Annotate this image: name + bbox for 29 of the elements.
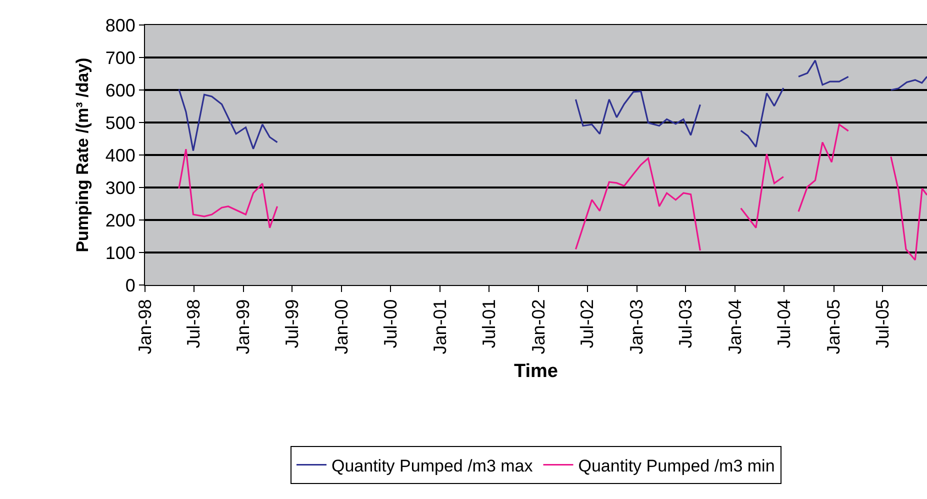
y-tick-label: 600 — [105, 80, 136, 100]
x-axis-title: Time — [514, 361, 558, 382]
y-tick-label: 100 — [105, 242, 136, 263]
x-tick-label: Jul-02 — [577, 299, 598, 348]
y-tick-label: 500 — [105, 112, 136, 133]
x-tick-label: Jul-99 — [282, 299, 302, 348]
x-tick-label: Jan-04 — [725, 299, 746, 354]
y-tick-label: 200 — [105, 210, 136, 230]
x-tick-label: Jan-05 — [824, 299, 844, 354]
x-tick-label: Jan-98 — [134, 299, 155, 354]
x-tick-label: Jan-00 — [331, 299, 352, 354]
x-tick-label: Jul-05 — [872, 299, 892, 348]
y-tick-label: 400 — [105, 145, 136, 166]
x-tick-label: Jul-00 — [380, 299, 401, 348]
y-tick-label: 800 — [105, 15, 136, 36]
x-tick-label: Jul-03 — [675, 299, 696, 348]
y-tick-label: 700 — [105, 48, 136, 68]
y-tick-label: 300 — [105, 178, 136, 198]
x-tick-label: Jul-04 — [774, 299, 794, 348]
x-tick-label: Jan-03 — [626, 299, 647, 354]
x-tick-label: Jan-99 — [233, 299, 254, 354]
y-axis-title: Pumping Rate /(m³ /day) — [72, 58, 92, 252]
y-tick-label: 0 — [125, 275, 136, 296]
x-tick-label: Jan-02 — [528, 299, 548, 354]
x-tick-label: Jan-01 — [430, 299, 450, 354]
legend-label: Quantity Pumped /m3 max — [332, 456, 534, 476]
x-tick-label: Jul-98 — [184, 299, 204, 348]
legend-label: Quantity Pumped /m3 min — [578, 456, 775, 476]
x-tick-label: Jul-01 — [478, 299, 499, 348]
